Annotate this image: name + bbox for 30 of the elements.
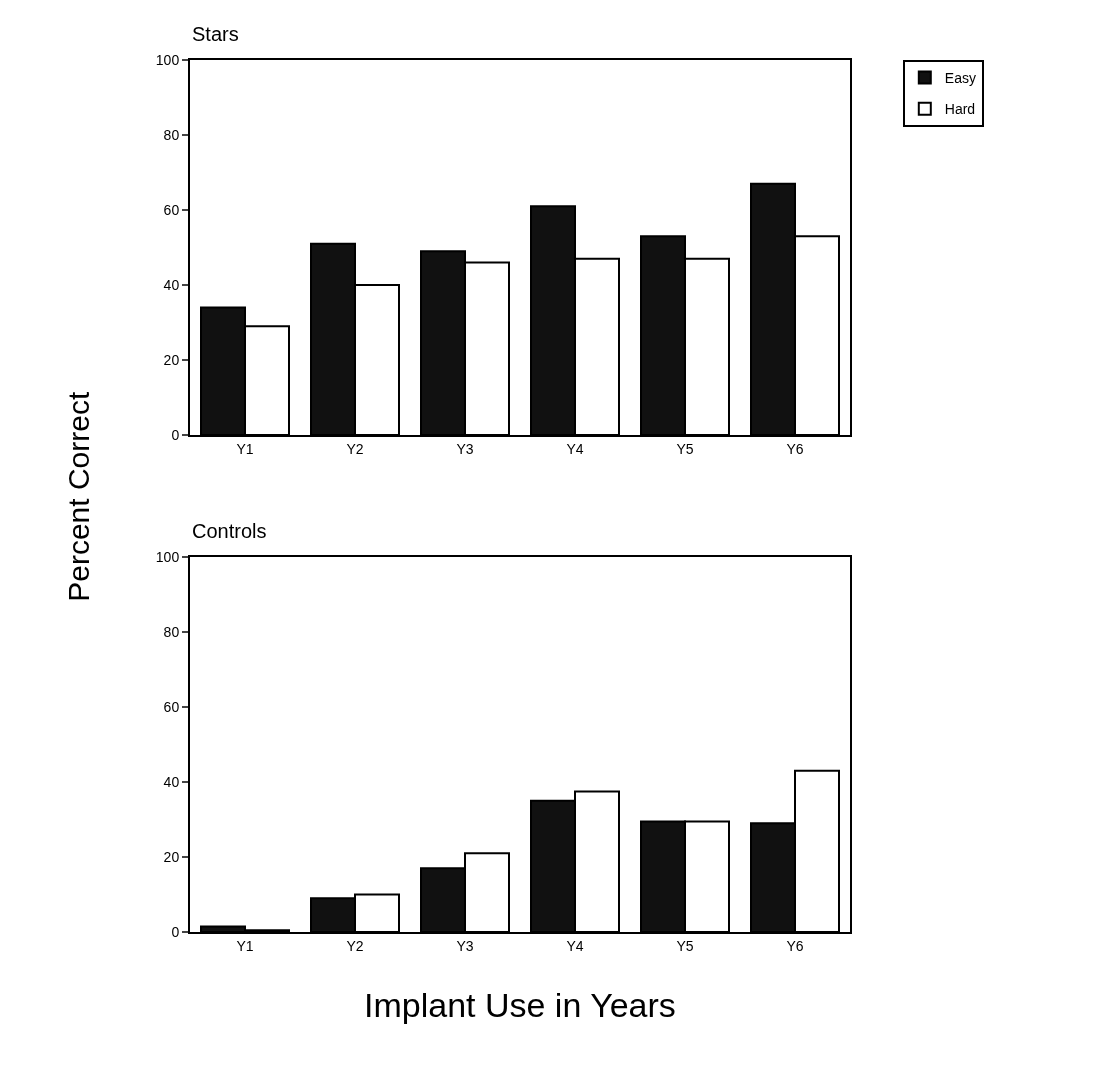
x-tick-label: Y2 xyxy=(346,440,364,457)
y-tick-label: 40 xyxy=(163,773,180,790)
y-tick-label: 80 xyxy=(163,126,180,143)
y-axis-title: Percent Correct xyxy=(61,391,95,602)
x-tick-label: Y1 xyxy=(236,440,254,457)
x-tick-label: Y3 xyxy=(456,937,474,954)
y-tick-label: 80 xyxy=(163,623,180,640)
x-axis-title: Implant Use in Years xyxy=(364,986,676,1024)
x-tick-label: Y4 xyxy=(566,937,584,954)
x-tick-label: Y4 xyxy=(566,440,584,457)
y-tick-label: 40 xyxy=(163,276,180,293)
y-tick-label: 0 xyxy=(171,426,180,443)
x-tick-label: Y1 xyxy=(236,937,254,954)
chart-title: Stars xyxy=(192,23,239,45)
y-tick-label: 60 xyxy=(163,201,180,218)
chart-title: Controls xyxy=(192,520,267,542)
y-tick-label: 100 xyxy=(155,51,180,68)
x-tick-label: Y5 xyxy=(676,440,694,457)
y-tick-label: 100 xyxy=(155,548,180,565)
y-tick-label: 0 xyxy=(171,923,180,940)
x-tick-label: Y3 xyxy=(456,440,474,457)
x-tick-label: Y5 xyxy=(676,937,694,954)
x-tick-label: Y2 xyxy=(346,937,364,954)
x-tick-label: Y6 xyxy=(786,440,804,457)
y-tick-label: 60 xyxy=(163,698,180,715)
x-tick-label: Y6 xyxy=(786,937,804,954)
legend-label: Easy xyxy=(944,70,976,87)
legend-label: Hard xyxy=(944,101,976,118)
y-tick-label: 20 xyxy=(163,351,180,368)
y-tick-label: 20 xyxy=(163,848,180,865)
